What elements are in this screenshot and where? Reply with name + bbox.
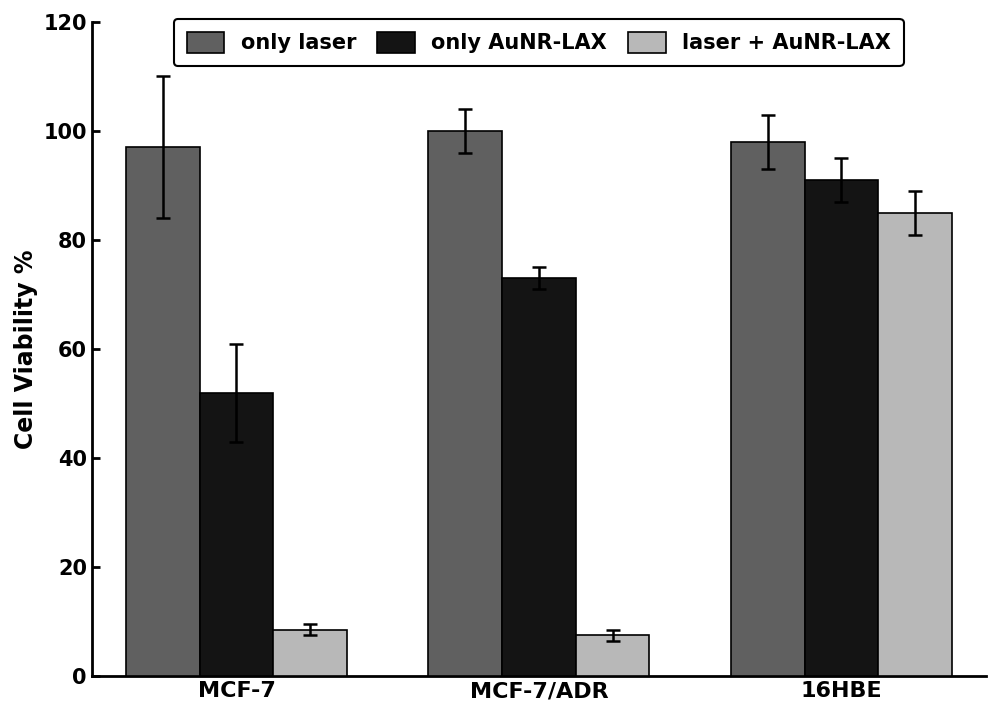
Bar	[878, 213, 952, 676]
Bar	[273, 630, 347, 676]
Bar	[428, 131, 502, 676]
Legend: only laser, only AuNR-LAX, laser + AuNR-LAX: only laser, only AuNR-LAX, laser + AuNR-…	[174, 19, 904, 66]
Bar	[126, 147, 200, 676]
Bar	[805, 180, 878, 676]
Y-axis label: Cell Viability %: Cell Viability %	[14, 250, 38, 449]
Bar	[731, 142, 805, 676]
Bar	[200, 393, 273, 676]
Bar	[502, 278, 576, 676]
Bar	[576, 636, 649, 676]
